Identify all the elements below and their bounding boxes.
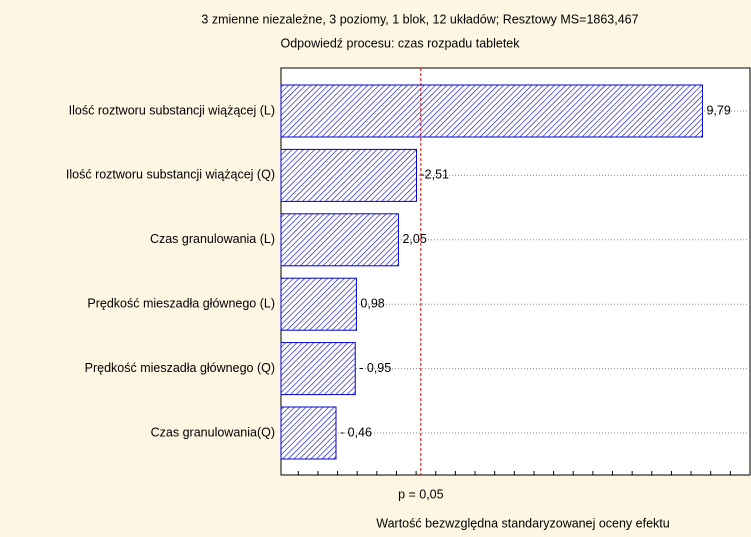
bar bbox=[280, 84, 703, 138]
data-label: - 0,46 bbox=[340, 425, 372, 439]
chart-title: 3 zmienne niezależne, 3 poziomy, 1 blok,… bbox=[201, 12, 638, 26]
y-tick-label: Czas granulowania (L) bbox=[150, 232, 275, 246]
data-label: 9,79 bbox=[706, 103, 730, 117]
data-label: 2,05 bbox=[402, 232, 426, 246]
chart-subtitle: Odpowiedź procesu: czas rozpadu tabletek bbox=[280, 36, 520, 50]
bar bbox=[280, 213, 399, 267]
bar bbox=[280, 342, 356, 396]
data-label: - 0,95 bbox=[359, 361, 391, 375]
y-tick-label: Ilość roztworu substancji wiążącej (Q) bbox=[66, 168, 275, 182]
x-axis-label: Wartość bezwzględna standaryzowanej ocen… bbox=[376, 516, 669, 530]
y-tick-label: Prędkość mieszadła głównego (L) bbox=[87, 296, 275, 310]
bar bbox=[280, 148, 418, 202]
bar bbox=[280, 406, 337, 460]
bar bbox=[280, 277, 357, 331]
y-tick-label: Ilość roztworu substancji wiążącej (L) bbox=[69, 103, 275, 117]
data-label: 0,98 bbox=[360, 296, 384, 310]
y-tick-label: Czas granulowania(Q) bbox=[151, 425, 275, 439]
reference-label: p = 0,05 bbox=[398, 487, 444, 501]
y-tick-label: Prędkość mieszadła głównego (Q) bbox=[85, 361, 275, 375]
data-label: -2,51 bbox=[421, 168, 450, 182]
